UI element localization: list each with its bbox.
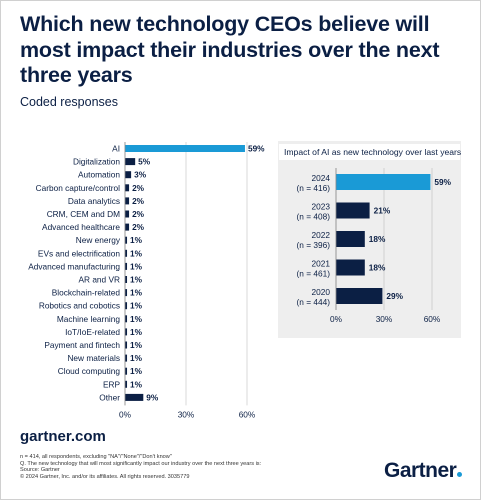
footnote-copyright: © 2024 Gartner, Inc. and/or its affiliat… (20, 473, 190, 480)
gartner-logo: Gartner (384, 459, 463, 483)
main-bar (125, 249, 128, 257)
inset-value-label: 21% (374, 206, 391, 216)
main-value-label: 1% (130, 366, 143, 376)
main-value-label: 2% (132, 196, 145, 206)
main-category-label: ERP (103, 379, 121, 389)
main-bar (125, 158, 136, 166)
main-value-label: 3% (134, 170, 147, 180)
inset-category-n: (n = 396) (297, 240, 331, 250)
main-category-label: Other (99, 392, 120, 402)
gartner-logo-text: Gartner (384, 459, 457, 482)
main-value-label: 1% (130, 340, 143, 350)
main-category-label: Automation (78, 170, 120, 180)
main-x-tick-label: 30% (178, 409, 195, 419)
inset-value-label: 29% (386, 291, 403, 301)
inset-bar (336, 174, 431, 190)
inset-category-year: 2023 (312, 202, 331, 212)
main-value-label: 2% (132, 222, 145, 232)
main-category-label: Data analytics (68, 196, 120, 206)
main-value-label: 1% (130, 327, 143, 337)
main-bar (125, 197, 130, 205)
main-bar (125, 354, 128, 362)
main-bar (125, 236, 128, 244)
main-category-label: Advanced healthcare (42, 222, 120, 232)
main-value-label: 5% (138, 157, 151, 167)
main-category-label: Blockchain-related (52, 288, 121, 298)
main-bar (125, 289, 128, 297)
main-bar (125, 184, 130, 192)
main-category-label: Digitalization (73, 157, 120, 167)
main-category-label: Payment and fintech (44, 340, 120, 350)
main-category-label: IoT/IoE-related (65, 327, 120, 337)
gartner-logo-dot (457, 472, 463, 477)
inset-bar (336, 231, 365, 247)
inset-value-label: 18% (369, 263, 386, 273)
main-category-label: New energy (76, 235, 121, 245)
main-bar (125, 171, 132, 179)
gartner-url[interactable]: gartner.com (20, 428, 106, 445)
main-category-label: Advanced manufacturing (28, 261, 120, 271)
main-value-label: 59% (248, 144, 265, 154)
inset-category-year: 2022 (312, 230, 331, 240)
footnote-source: Source: Gartner (20, 467, 60, 473)
main-bar (125, 380, 128, 388)
main-value-label: 1% (130, 275, 143, 285)
page-title: Which new technology CEOs believe will m… (20, 12, 440, 87)
main-bar (125, 145, 245, 152)
inset-x-tick-label: 30% (376, 314, 393, 324)
inset-category-n: (n = 416) (297, 183, 331, 193)
main-bar (125, 315, 128, 323)
main-value-label: 1% (130, 353, 143, 363)
main-value-label: 1% (130, 301, 143, 311)
main-bar (125, 328, 128, 336)
inset-category-year: 2021 (312, 259, 331, 269)
inset-value-label: 59% (434, 177, 451, 187)
main-x-tick-label: 60% (239, 409, 256, 419)
footnote-sample: n = 414, all respondents, excluding "NA"… (20, 454, 172, 460)
main-bar (125, 223, 130, 231)
main-value-label: 9% (146, 392, 159, 402)
inset-category-n: (n = 444) (297, 297, 331, 307)
inset-bar (336, 288, 383, 304)
inset-chart-title: Impact of AI as new technology over last… (278, 143, 461, 161)
inset-category-n: (n = 408) (297, 212, 331, 222)
inset-x-tick-label: 60% (424, 314, 441, 324)
main-category-label: CRM, CEM and DM (47, 209, 120, 219)
inset-chart-panel (278, 141, 461, 338)
main-bar (125, 302, 128, 310)
main-category-label: AI (112, 144, 120, 154)
main-category-label: New materials (67, 353, 120, 363)
main-value-label: 1% (130, 235, 143, 245)
main-value-label: 1% (130, 288, 143, 298)
inset-x-tick-label: 0% (330, 314, 343, 324)
inset-bar (336, 259, 365, 276)
inset-category-n: (n = 461) (297, 269, 331, 279)
main-value-label: 2% (132, 183, 145, 193)
main-category-label: Carbon capture/control (36, 183, 121, 193)
main-bar (125, 393, 144, 401)
main-bar (125, 262, 128, 270)
main-category-label: Machine learning (57, 314, 121, 324)
main-value-label: 1% (130, 379, 143, 389)
main-value-label: 1% (130, 261, 143, 271)
main-category-label: AR and VR (78, 275, 120, 285)
main-bar (125, 367, 128, 375)
main-value-label: 1% (130, 248, 143, 258)
main-bar (125, 341, 128, 349)
main-x-tick-label: 0% (119, 409, 132, 419)
inset-category-year: 2020 (312, 287, 331, 297)
footnote-question: Q. The new technology that will most sig… (20, 460, 262, 467)
page-subtitle: Coded responses (20, 95, 118, 109)
main-category-label: Robotics and cobotics (39, 301, 120, 311)
main-value-label: 1% (130, 314, 143, 324)
main-bar (125, 210, 130, 218)
inset-bar (336, 202, 370, 219)
inset-value-label: 18% (369, 234, 386, 244)
main-category-label: EVs and electrification (38, 248, 120, 258)
main-bar (125, 276, 128, 283)
main-value-label: 2% (132, 209, 145, 219)
main-category-label: Cloud computing (58, 366, 121, 376)
inset-category-year: 2024 (312, 173, 331, 183)
